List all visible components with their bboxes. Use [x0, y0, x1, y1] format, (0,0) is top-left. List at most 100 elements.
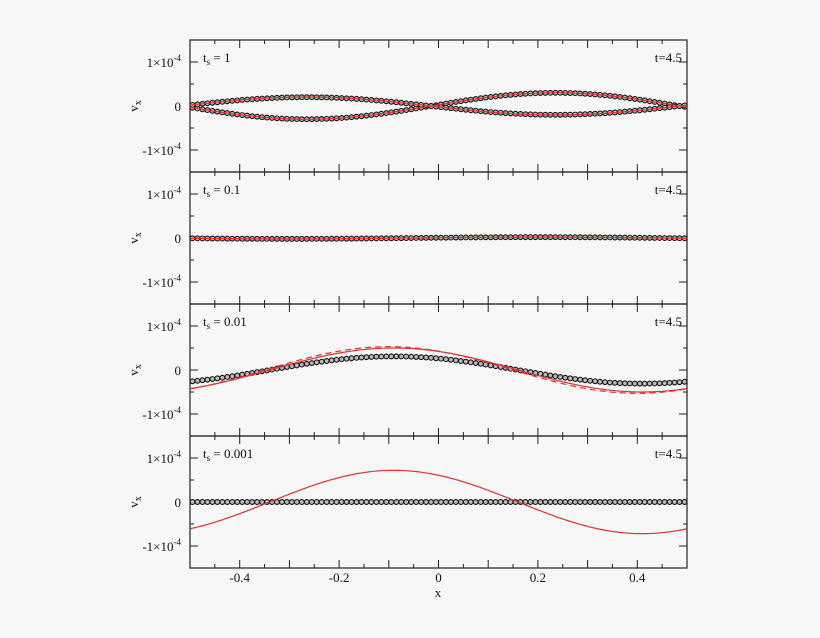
- y-tick-label: 0: [175, 495, 182, 510]
- data-point: [651, 380, 658, 387]
- data-point: [190, 378, 196, 385]
- data-point: [477, 499, 484, 505]
- data-point: [611, 499, 618, 505]
- y-tick-label: 0: [175, 99, 182, 114]
- data-point: [209, 376, 216, 382]
- data-point: [443, 499, 449, 505]
- data-point: [676, 499, 683, 505]
- panel-curves: [190, 346, 687, 394]
- data-point: [597, 499, 603, 505]
- data-point: [214, 375, 221, 382]
- data-point: [587, 377, 594, 384]
- data-point: [348, 499, 355, 505]
- data-point: [457, 499, 464, 505]
- data-point: [333, 499, 340, 505]
- panel-label: ts = 0.001: [203, 446, 253, 463]
- red-dashed-curve: [190, 346, 687, 394]
- y-tick-label: 1×10-4: [147, 317, 182, 334]
- data-point: [681, 499, 687, 505]
- data-point: [438, 355, 444, 362]
- data-point: [681, 378, 687, 385]
- data-point: [249, 499, 256, 505]
- data-point: [597, 378, 603, 385]
- data-point: [194, 377, 201, 384]
- data-point: [477, 360, 484, 367]
- data-point: [452, 357, 459, 364]
- data-point: [607, 499, 613, 505]
- data-point: [646, 499, 653, 505]
- data-point: [254, 499, 261, 505]
- data-point: [224, 373, 231, 380]
- y-tick-label: 1×10-4: [147, 185, 182, 202]
- data-point: [532, 499, 539, 505]
- data-point: [452, 499, 459, 505]
- data-point: [562, 374, 569, 381]
- data-point: [308, 360, 315, 367]
- data-point: [567, 499, 574, 505]
- data-point: [502, 499, 509, 505]
- data-point: [582, 377, 589, 384]
- data-point: [408, 499, 415, 505]
- data-point: [547, 499, 554, 505]
- data-point: [661, 499, 668, 505]
- data-point: [234, 499, 241, 505]
- data-point: [358, 499, 365, 505]
- data-point: [190, 499, 196, 505]
- y-axis-label: vx: [126, 496, 144, 508]
- data-point: [403, 499, 410, 505]
- data-point: [224, 499, 231, 505]
- data-point: [666, 499, 673, 505]
- y-tick-label: 1×10-4: [147, 449, 182, 466]
- x-tick-label: 0: [435, 570, 442, 585]
- data-point: [646, 380, 653, 387]
- data-point: [293, 499, 300, 505]
- data-point: [303, 360, 310, 367]
- data-point: [303, 499, 310, 505]
- data-point: [298, 499, 305, 505]
- data-point: [651, 499, 658, 505]
- data-point: [428, 499, 434, 505]
- data-point: [656, 499, 663, 505]
- data-point: [557, 499, 564, 505]
- panel-2: 1×10-4 0 -1×10-4 vx ts = 0.1 t=4.5: [126, 171, 688, 305]
- data-point: [487, 362, 494, 369]
- data-point: [552, 499, 559, 505]
- data-point: [318, 358, 325, 365]
- data-point: [413, 499, 420, 505]
- chart-panels: 1×10-4 0 -1×10-4 vx ts = 1 t=4.5 1×10-4 0 -1×10-…: [126, 39, 688, 569]
- data-point: [433, 499, 439, 505]
- data-point: [602, 379, 608, 386]
- data-point: [482, 499, 489, 505]
- y-axis-label: vx: [126, 100, 144, 112]
- data-point: [293, 362, 300, 369]
- data-point: [378, 353, 385, 360]
- data-point: [626, 380, 633, 387]
- y-tick-label: 1×10-4: [147, 53, 182, 70]
- data-point: [443, 356, 449, 363]
- data-point: [313, 499, 320, 505]
- data-point: [363, 354, 370, 361]
- panel-curves: [190, 469, 687, 535]
- data-point: [636, 499, 643, 505]
- data-point: [462, 358, 469, 365]
- data-point: [368, 499, 375, 505]
- data-point: [607, 379, 613, 386]
- data-point: [631, 499, 638, 505]
- data-point: [418, 499, 425, 505]
- data-point: [666, 379, 673, 386]
- red-curve: [190, 96, 687, 116]
- data-point: [338, 499, 345, 505]
- data-point: [413, 353, 420, 360]
- time-label: t=4.5: [655, 182, 682, 197]
- data-point: [278, 499, 285, 505]
- data-point: [323, 358, 330, 364]
- panel-4: 1×10-4 0 -1×10-4 vx ts = 0.001 t=4.5: [126, 435, 688, 569]
- data-point: [373, 353, 380, 360]
- data-point: [676, 379, 683, 386]
- data-point: [661, 380, 668, 387]
- data-point: [209, 499, 216, 505]
- data-point: [423, 354, 430, 361]
- data-point: [671, 499, 678, 505]
- time-label: t=4.5: [655, 50, 682, 65]
- data-point: [373, 499, 380, 505]
